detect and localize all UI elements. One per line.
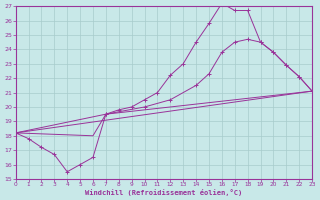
X-axis label: Windchill (Refroidissement éolien,°C): Windchill (Refroidissement éolien,°C) (85, 189, 243, 196)
